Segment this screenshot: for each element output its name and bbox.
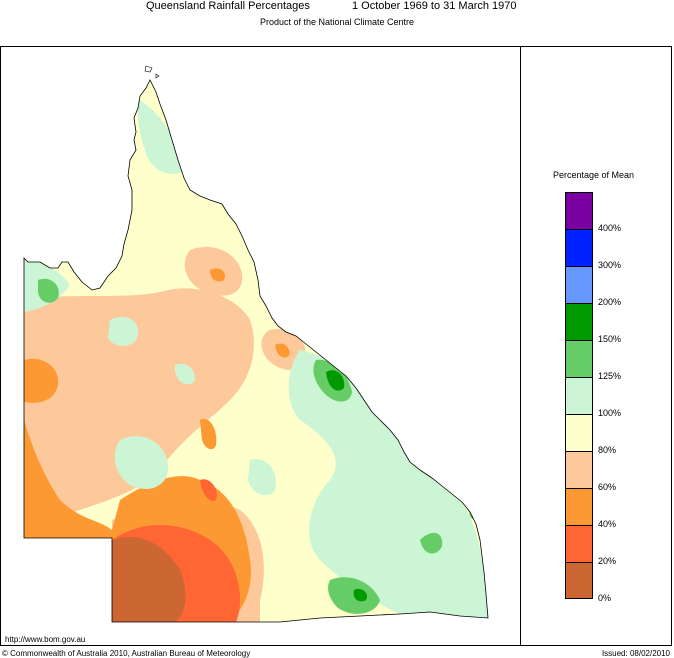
legend-swatch (565, 340, 593, 377)
legend-tick-label: 20% (598, 556, 617, 566)
legend-title: Percentage of Mean (553, 170, 635, 180)
legend-tick-label: 40% (598, 519, 617, 529)
legend-tick-label: 125% (598, 371, 622, 381)
legend-swatch (565, 303, 593, 340)
map-title: Queensland Rainfall Percentages 1 Octobe… (0, 0, 674, 14)
legend-swatch (565, 229, 593, 266)
map-subtitle: Product of the National Climate Centre (259, 17, 415, 27)
legend-swatch (565, 525, 593, 562)
footer-copyright: © Commonwealth of Australia 2010, Austra… (2, 649, 251, 658)
legend-tick-label: 60% (598, 482, 617, 492)
legend-swatch (565, 414, 593, 451)
map-title-text: Queensland Rainfall Percentages (146, 0, 310, 12)
legend-tick-label: 200% (598, 297, 622, 307)
legend-swatch (565, 266, 593, 303)
queensland-coastline (23, 79, 489, 623)
footer-issued: Issued: 08/02/2010 (601, 649, 670, 658)
legend-swatch (565, 488, 593, 525)
legend-colorbar (565, 192, 593, 599)
cape-york-islands (144, 65, 160, 79)
legend-tick-label: 0% (598, 593, 612, 603)
legend-swatch (565, 562, 593, 599)
footer-url: http://www.bom.gov.au (5, 635, 86, 644)
panel-divider (520, 46, 521, 646)
map-period: 1 October 1969 to 31 March 1970 (352, 0, 517, 12)
legend-tick-label: 300% (598, 260, 622, 270)
rainfall-shading (24, 80, 488, 622)
legend-swatch (565, 192, 593, 229)
legend-tick-label: 150% (598, 334, 622, 344)
legend-swatch (565, 451, 593, 488)
map-frame (0, 46, 672, 646)
legend-tick-label: 400% (598, 223, 622, 233)
legend-tick-label: 80% (598, 445, 617, 455)
legend-swatch (565, 377, 593, 414)
queensland-rainfall-map (23, 65, 489, 623)
legend-tick-label: 100% (598, 408, 622, 418)
